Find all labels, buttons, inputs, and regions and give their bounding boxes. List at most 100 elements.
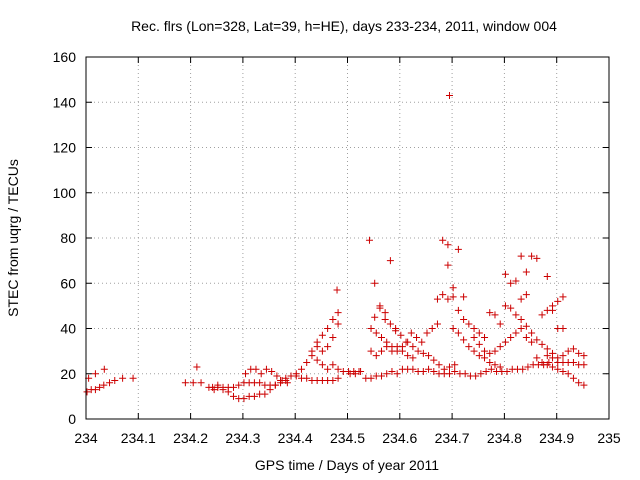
data-point [533, 354, 541, 362]
data-point [460, 336, 468, 344]
data-point [430, 356, 438, 364]
x-tick-label: 234.5 [330, 430, 365, 446]
data-point [383, 370, 391, 378]
data-point [386, 320, 394, 328]
data-point [413, 334, 421, 342]
data-point [287, 372, 295, 380]
data-point [91, 370, 99, 378]
data-point [496, 363, 504, 371]
data-point [367, 347, 375, 355]
data-point [268, 367, 276, 375]
data-point [528, 329, 536, 337]
y-tick-label: 140 [53, 94, 77, 110]
data-point [580, 381, 588, 389]
x-tick-label: 234.2 [173, 430, 208, 446]
data-point [409, 354, 417, 362]
data-point [409, 365, 417, 373]
data-point [486, 309, 494, 317]
data-point [482, 367, 490, 375]
data-point [229, 383, 237, 391]
data-point [333, 286, 341, 294]
data-point [460, 315, 468, 323]
data-point [407, 329, 415, 337]
data-point [398, 347, 406, 355]
data-point [377, 347, 385, 355]
grid [86, 57, 609, 419]
data-point [283, 379, 291, 387]
data-point [496, 320, 504, 328]
data-point [313, 356, 321, 364]
data-point [559, 352, 567, 360]
data-point [393, 343, 401, 351]
data-points [83, 91, 588, 403]
data-point [501, 270, 509, 278]
data-point [449, 284, 457, 292]
data-point [440, 365, 448, 373]
y-tick-label: 0 [68, 411, 76, 427]
data-point [533, 254, 541, 262]
x-tick-label: 234.6 [382, 430, 417, 446]
data-point [528, 252, 536, 260]
data-point [425, 352, 433, 360]
data-point [229, 392, 237, 400]
data-point [538, 358, 546, 366]
data-point [129, 374, 137, 382]
data-point [486, 358, 494, 366]
x-tick-label: 234.4 [278, 430, 313, 446]
data-point [449, 325, 457, 332]
data-point [439, 291, 447, 299]
data-point [371, 313, 379, 321]
data-point [461, 370, 469, 378]
data-point [496, 343, 504, 351]
data-point [507, 304, 515, 312]
data-point [303, 358, 311, 366]
data-point [383, 343, 391, 351]
data-point [460, 293, 468, 301]
data-point [377, 334, 385, 342]
data-point [329, 377, 337, 385]
data-point [465, 343, 473, 351]
data-point [528, 338, 536, 346]
data-point [418, 338, 426, 346]
data-point [559, 367, 567, 375]
data-point [564, 347, 572, 355]
chart-title: Rec. flrs (Lon=328, Lat=39, h=HE), days … [131, 18, 557, 34]
data-point [444, 261, 452, 269]
data-point [449, 293, 457, 301]
data-point [486, 349, 494, 357]
data-point [569, 374, 577, 382]
data-point [543, 352, 551, 360]
data-point [419, 367, 427, 375]
data-point [522, 268, 530, 276]
data-point [564, 370, 572, 378]
data-point [445, 370, 453, 378]
data-point [445, 363, 453, 371]
data-point [377, 372, 385, 380]
data-point [543, 272, 551, 280]
data-point [559, 325, 567, 332]
data-point [481, 354, 489, 362]
data-point [372, 352, 380, 360]
data-point [475, 329, 483, 337]
data-point [507, 334, 515, 342]
x-tick-label: 234.3 [225, 430, 260, 446]
data-point [271, 381, 279, 389]
data-point [262, 365, 270, 373]
data-point [318, 347, 326, 355]
data-point [543, 345, 551, 353]
data-point [575, 379, 583, 387]
data-point [419, 349, 427, 357]
data-point [475, 352, 483, 360]
data-point [517, 295, 525, 303]
data-point [278, 377, 286, 385]
plot-frame [85, 56, 610, 420]
data-point [481, 334, 489, 342]
data-point [261, 390, 269, 398]
data-point [481, 347, 489, 355]
data-point [517, 315, 525, 323]
data-point [324, 343, 332, 351]
data-point [549, 363, 557, 371]
data-point [256, 379, 264, 387]
data-point [318, 361, 326, 369]
y-tick-label: 20 [60, 366, 76, 382]
